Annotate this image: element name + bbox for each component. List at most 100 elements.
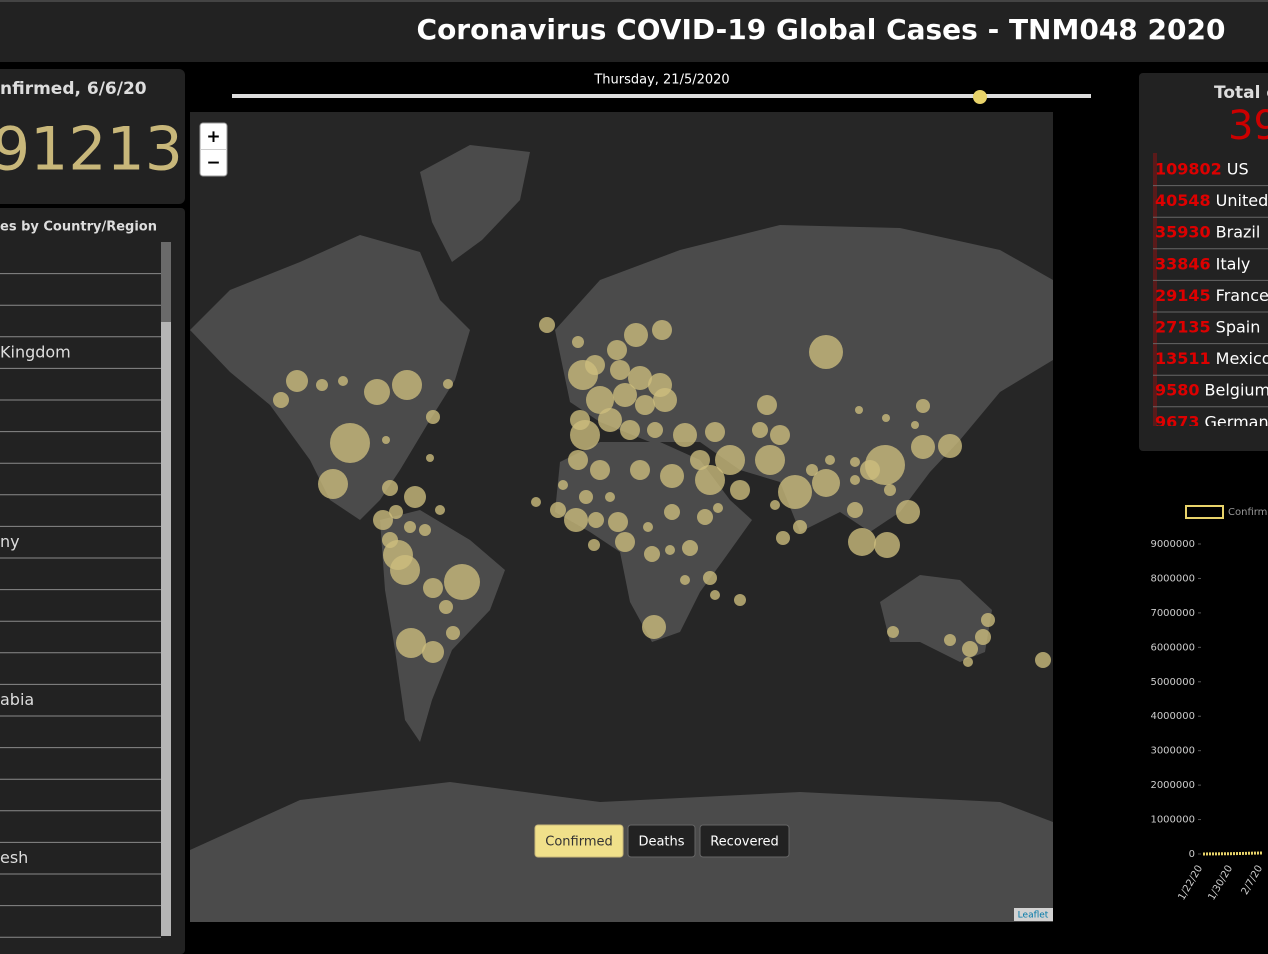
bubble[interactable] bbox=[850, 457, 860, 467]
country-name[interactable]: Kingdom bbox=[0, 342, 71, 361]
bubble[interactable] bbox=[318, 469, 348, 499]
bubble[interactable] bbox=[916, 399, 930, 413]
bubble[interactable] bbox=[812, 469, 840, 497]
bubble[interactable] bbox=[588, 512, 604, 528]
bubble[interactable] bbox=[446, 626, 460, 640]
bubble[interactable] bbox=[911, 421, 919, 429]
bubble[interactable] bbox=[605, 492, 615, 502]
bubble[interactable] bbox=[673, 423, 697, 447]
bubble[interactable] bbox=[396, 628, 426, 658]
bubble[interactable] bbox=[539, 317, 555, 333]
bubble[interactable] bbox=[770, 425, 790, 445]
bubble[interactable] bbox=[613, 383, 637, 407]
bubble[interactable] bbox=[624, 323, 648, 347]
bubble[interactable] bbox=[404, 521, 416, 533]
bubble[interactable] bbox=[404, 486, 426, 508]
bubble[interactable] bbox=[608, 512, 628, 532]
bubble[interactable] bbox=[697, 509, 713, 525]
bubble[interactable] bbox=[644, 546, 660, 562]
bubble[interactable] bbox=[680, 575, 690, 585]
bubble[interactable] bbox=[443, 379, 453, 389]
bubble[interactable] bbox=[887, 626, 899, 638]
bubble[interactable] bbox=[531, 497, 541, 507]
bubble[interactable] bbox=[558, 480, 568, 490]
bubble[interactable] bbox=[938, 434, 962, 458]
country-name[interactable]: ny bbox=[0, 532, 20, 551]
bubble[interactable] bbox=[703, 571, 717, 585]
bubble[interactable] bbox=[373, 510, 393, 530]
bubble[interactable] bbox=[635, 395, 655, 415]
bubble[interactable] bbox=[590, 460, 610, 480]
bubble[interactable] bbox=[944, 634, 956, 646]
map-button-label[interactable]: Deaths bbox=[638, 835, 684, 850]
bubble[interactable] bbox=[607, 340, 627, 360]
bubble[interactable] bbox=[338, 376, 348, 386]
bubble[interactable] bbox=[682, 540, 698, 556]
bubble[interactable] bbox=[643, 522, 653, 532]
bubble[interactable] bbox=[855, 406, 863, 414]
bubble[interactable] bbox=[286, 370, 308, 392]
bubble[interactable] bbox=[690, 450, 710, 470]
bubble[interactable] bbox=[664, 504, 680, 520]
country-name[interactable]: esh bbox=[0, 848, 28, 867]
bubble[interactable] bbox=[382, 436, 390, 444]
bubble[interactable] bbox=[570, 420, 600, 450]
bubble[interactable] bbox=[426, 454, 434, 462]
attribution[interactable]: Leaflet bbox=[1018, 911, 1049, 921]
bubble[interactable] bbox=[330, 423, 370, 463]
bubble[interactable] bbox=[652, 320, 672, 340]
bubble[interactable] bbox=[389, 505, 403, 519]
bubble[interactable] bbox=[382, 480, 398, 496]
bubble[interactable] bbox=[882, 414, 890, 422]
bubble[interactable] bbox=[695, 465, 725, 495]
bubble[interactable] bbox=[757, 395, 777, 415]
bubble[interactable] bbox=[426, 410, 440, 424]
bubble[interactable] bbox=[806, 464, 818, 476]
bubble[interactable] bbox=[730, 480, 750, 500]
bubble[interactable] bbox=[778, 475, 812, 509]
bubble[interactable] bbox=[392, 370, 422, 400]
bubble[interactable] bbox=[734, 594, 746, 606]
map-button[interactable] bbox=[627, 824, 696, 858]
bubble[interactable] bbox=[598, 408, 622, 432]
bubble[interactable] bbox=[610, 360, 630, 380]
bubble[interactable] bbox=[316, 379, 328, 391]
country-name[interactable]: abia bbox=[0, 690, 34, 709]
bubble[interactable] bbox=[975, 629, 991, 645]
bubble[interactable] bbox=[653, 388, 677, 412]
bubble[interactable] bbox=[705, 422, 725, 442]
bubble[interactable] bbox=[568, 450, 588, 470]
map-button-label[interactable]: Confirmed bbox=[545, 835, 613, 850]
bubble[interactable] bbox=[423, 578, 443, 598]
bubble[interactable] bbox=[825, 455, 835, 465]
bubble[interactable] bbox=[911, 435, 935, 459]
bubble[interactable] bbox=[715, 445, 745, 475]
bubble[interactable] bbox=[860, 460, 880, 480]
bubble[interactable] bbox=[628, 366, 652, 390]
bubble[interactable] bbox=[390, 555, 420, 585]
slider-knob[interactable] bbox=[973, 90, 987, 104]
bubble[interactable] bbox=[444, 564, 480, 600]
bubble[interactable] bbox=[776, 531, 790, 545]
bubble[interactable] bbox=[550, 502, 566, 518]
bubble[interactable] bbox=[793, 520, 807, 534]
bubble[interactable] bbox=[962, 641, 978, 657]
map-button-label[interactable]: Recovered bbox=[710, 835, 779, 850]
bubble[interactable] bbox=[755, 445, 785, 475]
bubble[interactable] bbox=[364, 379, 390, 405]
bubble[interactable] bbox=[422, 641, 444, 663]
scrollbar-thumb[interactable] bbox=[161, 242, 171, 322]
bubble[interactable] bbox=[981, 613, 995, 627]
bubble[interactable] bbox=[419, 524, 431, 536]
bubble[interactable] bbox=[586, 386, 614, 414]
bubble[interactable] bbox=[770, 500, 780, 510]
bubble[interactable] bbox=[588, 539, 600, 551]
map-button[interactable] bbox=[699, 824, 790, 858]
zoom-out[interactable]: − bbox=[206, 153, 220, 173]
slider-track[interactable] bbox=[232, 94, 1091, 98]
bubble[interactable] bbox=[615, 532, 635, 552]
bubble[interactable] bbox=[642, 615, 666, 639]
map-button[interactable] bbox=[534, 824, 624, 858]
bubble[interactable] bbox=[850, 475, 860, 485]
bubble[interactable] bbox=[665, 545, 675, 555]
